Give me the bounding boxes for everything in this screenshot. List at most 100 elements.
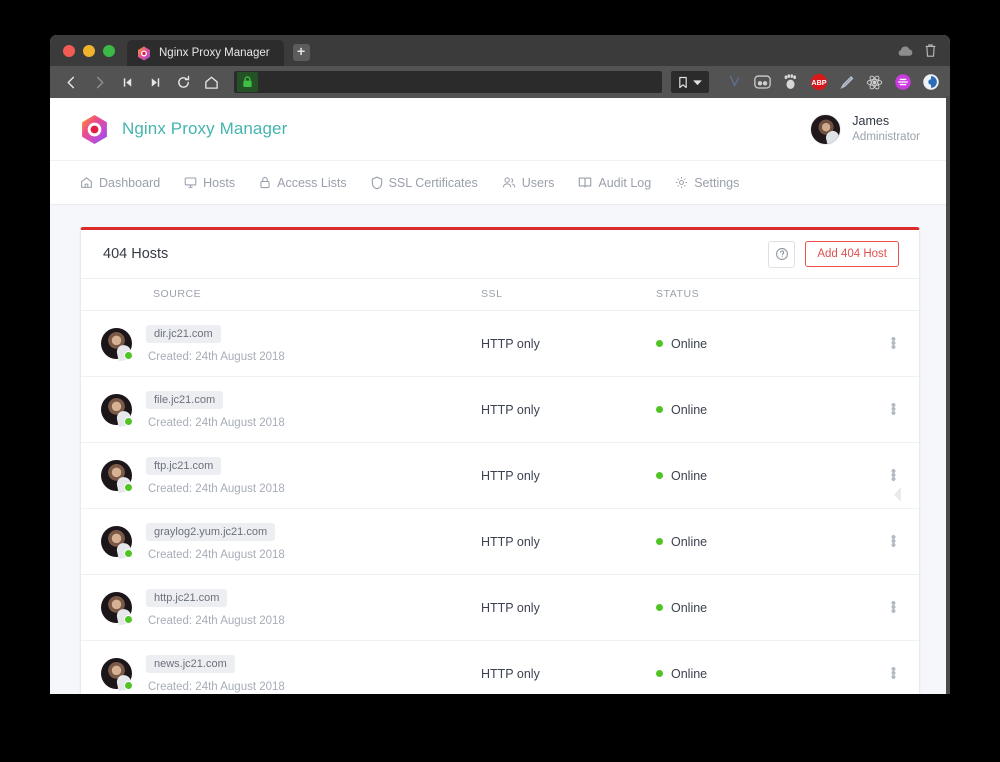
npm-hex-logo-icon [80,114,109,145]
kebab-menu-icon[interactable]: • • • [890,330,897,356]
table-row[interactable]: dir.jc21.com Created: 24th August 2018 HTT… [81,310,919,377]
lock-icon [259,176,271,189]
home-icon[interactable] [199,70,224,94]
kebab-menu-icon[interactable]: • • • [890,396,897,422]
column-header-source: SOURCE [81,279,481,311]
ssl-value: HTTP only [481,336,540,351]
noscript-icon[interactable] [753,73,772,92]
adblock-plus-icon[interactable]: ABP [809,73,828,92]
nav-label-audit-log: Audit Log [598,175,652,190]
domain-badge[interactable]: dir.jc21.com [146,324,221,343]
status-badge: Online [671,468,708,483]
nav-label-ssl-certificates: SSL Certificates [388,175,478,190]
column-header-status: STATUS [656,279,886,311]
help-button[interactable] [768,240,796,268]
chevron-down-icon[interactable] [693,79,702,86]
created-date: Created: 24th August 2018 [148,416,285,429]
url-bar[interactable] [234,71,662,93]
user-meta: James Administrator [852,114,920,144]
online-dot-icon [124,681,133,690]
shield-icon [371,176,383,190]
status-dot-icon [656,670,663,677]
page-edge-handle[interactable] [894,487,901,502]
nav-item-audit-log[interactable]: Audit Log [578,176,651,190]
brand-logo-block[interactable]: Nginx Proxy Manager [80,114,287,145]
table-row[interactable]: ftp.jc21.com Created: 24th August 2018 HTT… [81,442,919,509]
nav-item-ssl-certificates[interactable]: SSL Certificates [371,176,478,190]
reload-icon[interactable] [171,70,196,94]
domain-badge[interactable]: file.jc21.com [146,390,224,409]
table-row[interactable]: file.jc21.com Created: 24th August 2018 HT… [81,376,919,443]
forward-arrow-icon[interactable] [87,70,112,94]
privacy-badger-icon[interactable] [781,73,800,92]
kebab-menu-icon[interactable]: • • • [890,462,897,488]
cell-actions: • • • [886,376,919,443]
card-title: 404 Hosts [103,246,169,262]
bookmark-controls[interactable] [671,71,709,93]
maximize-window-button[interactable] [103,45,115,57]
user-role: Administrator [852,130,920,143]
table-row[interactable]: graylog2.yum.jc21.com Created: 24th Augus… [81,508,919,575]
cloud-icon[interactable] [897,45,913,57]
domain-badge[interactable]: graylog2.yum.jc21.com [146,522,276,541]
user-menu[interactable]: James Administrator [810,113,920,145]
table-row[interactable]: news.jc21.com Created: 24th August 2018 HT… [81,640,919,694]
column-header-actions [886,279,919,311]
nginx-proxy-manager-app: Nginx Proxy Manager James Administrator … [50,98,950,694]
kebab-menu-icon[interactable]: • • • [890,594,897,620]
kebab-menu-icon[interactable]: • • • [890,660,897,686]
book-icon [578,176,592,189]
minimize-window-button[interactable] [83,45,95,57]
kebab-menu-icon[interactable]: • • • [890,528,897,554]
app-body: 404 Hosts Add 404 Host [50,205,950,694]
ssl-value: HTTP only [481,600,540,615]
table-row[interactable]: http.jc21.com Created: 24th August 2018 HT… [81,574,919,641]
nav-item-hosts[interactable]: Hosts [184,176,235,190]
browser-toolbar: ABP [50,66,950,98]
browser-tabstrip: Nginx Proxy Manager + [50,35,950,66]
created-date: Created: 24th August 2018 [148,614,285,627]
trash-icon[interactable] [924,43,937,58]
avatar [810,113,842,145]
skip-back-icon[interactable] [115,70,140,94]
add-404-host-button[interactable]: Add 404 Host [805,241,899,267]
nav-label-settings: Settings [694,175,740,190]
skip-forward-icon[interactable] [143,70,168,94]
online-dot-icon [124,615,133,624]
window-traffic-lights [50,45,127,66]
close-window-button[interactable] [63,45,75,57]
table-header-row: SOURCE SSL STATUS [81,279,919,311]
cell-status: Online [656,442,886,509]
domain-badge[interactable]: ftp.jc21.com [146,456,222,475]
react-devtools-icon[interactable] [865,73,884,92]
svg-text:ABP: ABP [811,78,826,87]
eyedropper-icon[interactable] [837,73,856,92]
proxy-switch-icon[interactable] [921,73,940,92]
status-badge: Online [671,600,708,615]
nav-item-dashboard[interactable]: Dashboard [80,176,160,190]
nav-item-settings[interactable]: Settings [675,176,739,190]
domain-badge[interactable]: http.jc21.com [146,588,228,607]
browser-scrollbar[interactable] [946,96,950,694]
vector-pen-icon[interactable] [725,73,744,92]
created-date: Created: 24th August 2018 [148,548,285,561]
violentmonkey-icon[interactable] [893,73,912,92]
cell-source: ftp.jc21.com Created: 24th August 2018 [81,442,481,509]
new-tab-button[interactable]: + [292,44,310,61]
bookmark-icon[interactable] [678,76,688,89]
hosts-table: SOURCE SSL STATUS dir.jc21.com Created: 2… [81,279,919,694]
hosts-card: 404 Hosts Add 404 Host [80,227,920,694]
browser-tab-active[interactable]: Nginx Proxy Manager [127,40,284,66]
status-dot-icon [656,538,663,545]
back-arrow-icon[interactable] [59,70,84,94]
status-badge: Online [671,534,708,549]
cell-status: Online [656,640,886,694]
nav-item-access-lists[interactable]: Access Lists [259,176,347,190]
nav-item-users[interactable]: Users [502,176,554,190]
domain-badge[interactable]: news.jc21.com [146,654,235,673]
avatar [101,460,133,494]
cell-status: Online [656,574,886,641]
green-padlock-icon [237,72,258,92]
cell-status: Online [656,310,886,377]
created-date: Created: 24th August 2018 [148,482,285,495]
